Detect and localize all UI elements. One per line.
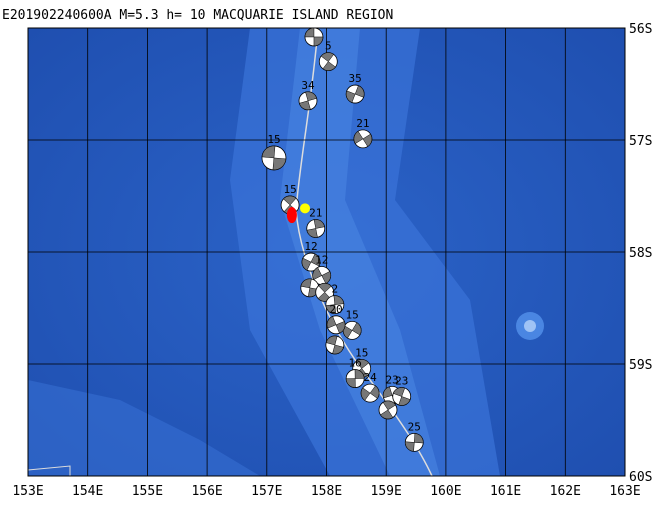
beachball-quadrant (318, 283, 332, 293)
lon-tick-label: 160E (430, 484, 461, 499)
focal-mechanism (353, 129, 373, 149)
main-event (286, 207, 297, 224)
depth-label: 5 (325, 40, 332, 53)
beachball-quadrant (261, 145, 276, 159)
focal-mechanism (345, 84, 365, 104)
focal-mechanism (315, 282, 335, 302)
beachball-quadrant (310, 253, 321, 267)
lon-tick-label: 161E (490, 484, 521, 499)
beachball-quadrant (322, 61, 336, 71)
beachball-quadrant (382, 386, 393, 399)
depth-label: 23 (395, 374, 408, 387)
focal-mechanism (325, 295, 345, 315)
depth-label: 21 (309, 206, 322, 219)
beachball-quadrant (332, 344, 344, 355)
focal-mechanism (301, 252, 321, 272)
focal-mechanism (345, 369, 365, 388)
focal-mechanism (342, 320, 362, 340)
focal-mechanism (261, 145, 287, 171)
lat-tick-label: 59S (629, 358, 652, 373)
depth-label: 24 (363, 371, 377, 384)
depth-label: 15 (355, 346, 368, 359)
beachball-quadrant (301, 257, 312, 271)
beachball-quadrant (405, 441, 415, 452)
depth-label: 12 (315, 254, 328, 267)
beachball-quadrant (345, 90, 356, 103)
beachball-quadrant (354, 369, 365, 379)
focal-mechanism (304, 27, 324, 47)
lon-tick-label: 156E (191, 484, 222, 499)
lon-tick-label: 153E (12, 484, 43, 499)
beachball-quadrant (299, 100, 311, 111)
beachball-quadrant (326, 316, 337, 329)
focal-mechanism (325, 335, 345, 355)
focal-mechanism (404, 432, 424, 452)
beachball-quadrant (380, 409, 394, 420)
beachball-quadrant (351, 322, 362, 336)
beachball-quadrant (398, 396, 411, 406)
depth-label: 15 (267, 133, 280, 146)
beachball-quadrant (320, 52, 335, 62)
map-frame (27, 27, 626, 477)
focal-mechanism (298, 91, 318, 111)
beachball-quadrant (313, 219, 325, 229)
lon-tick-label: 159E (371, 484, 402, 499)
lat-tick-label: 58S (629, 246, 652, 261)
beachball-quadrant (362, 133, 373, 147)
lon-tick-label: 158E (311, 484, 342, 499)
map-title: E201902240600A M=5.3 h= 10 MACQUARIE ISL… (2, 8, 393, 23)
focal-mechanism (318, 52, 338, 71)
depth-label: 23 (386, 373, 399, 386)
depth-label: 16 (349, 357, 362, 370)
focal-mechanism (378, 400, 398, 420)
focal-mechanism (300, 278, 320, 298)
beachball-quadrant (335, 321, 346, 334)
lon-tick-label: 155E (132, 484, 163, 499)
beachball-quadrant (313, 36, 324, 47)
beachball-quadrant (306, 228, 318, 238)
beachball-quadrant (354, 85, 365, 98)
depth-label: 2 (332, 283, 339, 296)
depth-label: 34 (301, 79, 315, 92)
depth-label: 15 (283, 183, 296, 196)
focal-mechanism (326, 315, 346, 335)
lon-tick-label: 163E (609, 484, 640, 499)
beachball-quadrant (325, 304, 337, 314)
beachball-quadrant (360, 387, 371, 401)
depth-label: 15 (346, 308, 359, 321)
depth-label: 35 (349, 72, 362, 85)
beachball-quadrant (333, 295, 345, 305)
depth-label: 20 (329, 303, 342, 316)
lat-tick-label: 57S (629, 134, 652, 149)
beachball-quadrant (369, 385, 380, 399)
beachball-quadrant (300, 278, 312, 289)
beachball-quadrant (305, 91, 317, 102)
beachball-quadrant (272, 157, 287, 171)
beachball-quadrant (345, 378, 356, 388)
depth-label: 25 (408, 420, 421, 433)
centroid (300, 203, 311, 214)
beachball-quadrant (353, 130, 364, 144)
lon-tick-label: 162E (550, 484, 581, 499)
beachball-quadrant (325, 335, 338, 346)
lon-tick-label: 157E (251, 484, 282, 499)
beachball-quadrant (382, 400, 396, 411)
lon-tick-label: 154E (72, 484, 103, 499)
focal-mechanism (392, 387, 412, 406)
focal-mechanism (306, 219, 326, 238)
depth-label: 21 (356, 117, 369, 130)
beachball-quadrant (283, 195, 297, 206)
depth-label: 12 (304, 240, 317, 253)
beachball-quadrant (355, 359, 370, 369)
lat-tick-label: 60S (629, 470, 652, 485)
lat-tick-label: 56S (629, 22, 652, 37)
beachball-quadrant (392, 387, 406, 397)
focal-mechanism (360, 383, 380, 403)
beachball-quadrant (413, 433, 424, 444)
beachball-quadrant (304, 27, 315, 38)
